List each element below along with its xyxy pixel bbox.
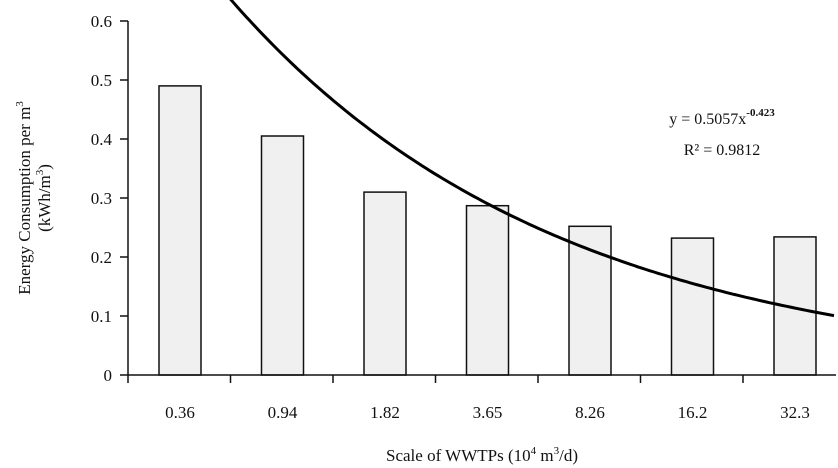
x-ticks-layer: 0.36 0.94 1.82 3.65 8.26 16.2 32.3 [127, 375, 810, 422]
y-tick-label: 0.5 [91, 71, 112, 90]
x-tick-label-3.65: 3.65 [473, 403, 503, 422]
x-tick-label-0.36: 0.36 [165, 403, 195, 422]
y-axis-title: Energy Consumption per m3 (kWh/m3) [14, 101, 54, 295]
bar-1.82 [363, 191, 407, 376]
trendline-equation: y = 0.5057x-0.423 [669, 107, 775, 128]
bars-layer [158, 85, 817, 376]
x-tick-label-16.2: 16.2 [678, 403, 708, 422]
x-tick-label-8.26: 8.26 [575, 403, 605, 422]
trendline-r-squared: R² = 0.9812 [684, 142, 761, 159]
y-axis-title-line-1: Energy Consumption per m3 [14, 101, 34, 295]
y-tick-label: 0 [104, 366, 113, 385]
y-tick-label: 0.2 [91, 248, 112, 267]
y-tick-label: 0.6 [91, 12, 112, 31]
x-axis-title-end: /d) [559, 446, 578, 465]
trendline-equation-main: y = 0.5057x [669, 111, 746, 128]
y-axis-title-line-2: (kWh/m3) [34, 164, 54, 232]
y-axis-title-line-1-sup: 3 [14, 101, 26, 107]
y-tick-label: 0.1 [91, 307, 112, 326]
bar-16.2 [670, 237, 715, 376]
x-axis-title-sup-2: 3 [554, 445, 560, 457]
x-tick-label-32.3: 32.3 [780, 403, 810, 422]
trendline-equation-exponent: -0.423 [746, 107, 775, 119]
y-ticks-layer: 0 0.1 0.2 0.3 0.4 0.5 0.6 [91, 12, 128, 385]
y-tick-label: 0.4 [91, 130, 113, 149]
y-axis-title-line-2-main: (kWh/m [35, 175, 54, 232]
x-tick-label-1.82: 1.82 [370, 403, 400, 422]
y-axis-title-line-2-end: ) [35, 164, 54, 170]
x-axis-title: Scale of WWTPs (104 m3/d) [386, 445, 578, 465]
x-axis-title-sup-1: 4 [531, 445, 537, 457]
x-axis-title-main: Scale of WWTPs (10 [386, 446, 531, 465]
x-axis-title-mid: m [536, 446, 553, 465]
bar-0.94 [260, 135, 305, 376]
y-axis-title-line-1-main: Energy Consumption per m [15, 107, 34, 295]
y-axis-title-line-2-sup: 3 [34, 169, 46, 175]
x-tick-label-0.94: 0.94 [268, 403, 298, 422]
power-trendline-curve [229, 0, 835, 318]
bar-3.65 [465, 204, 510, 376]
y-tick-label: 0.3 [91, 189, 112, 208]
bar-0.36 [158, 85, 202, 376]
